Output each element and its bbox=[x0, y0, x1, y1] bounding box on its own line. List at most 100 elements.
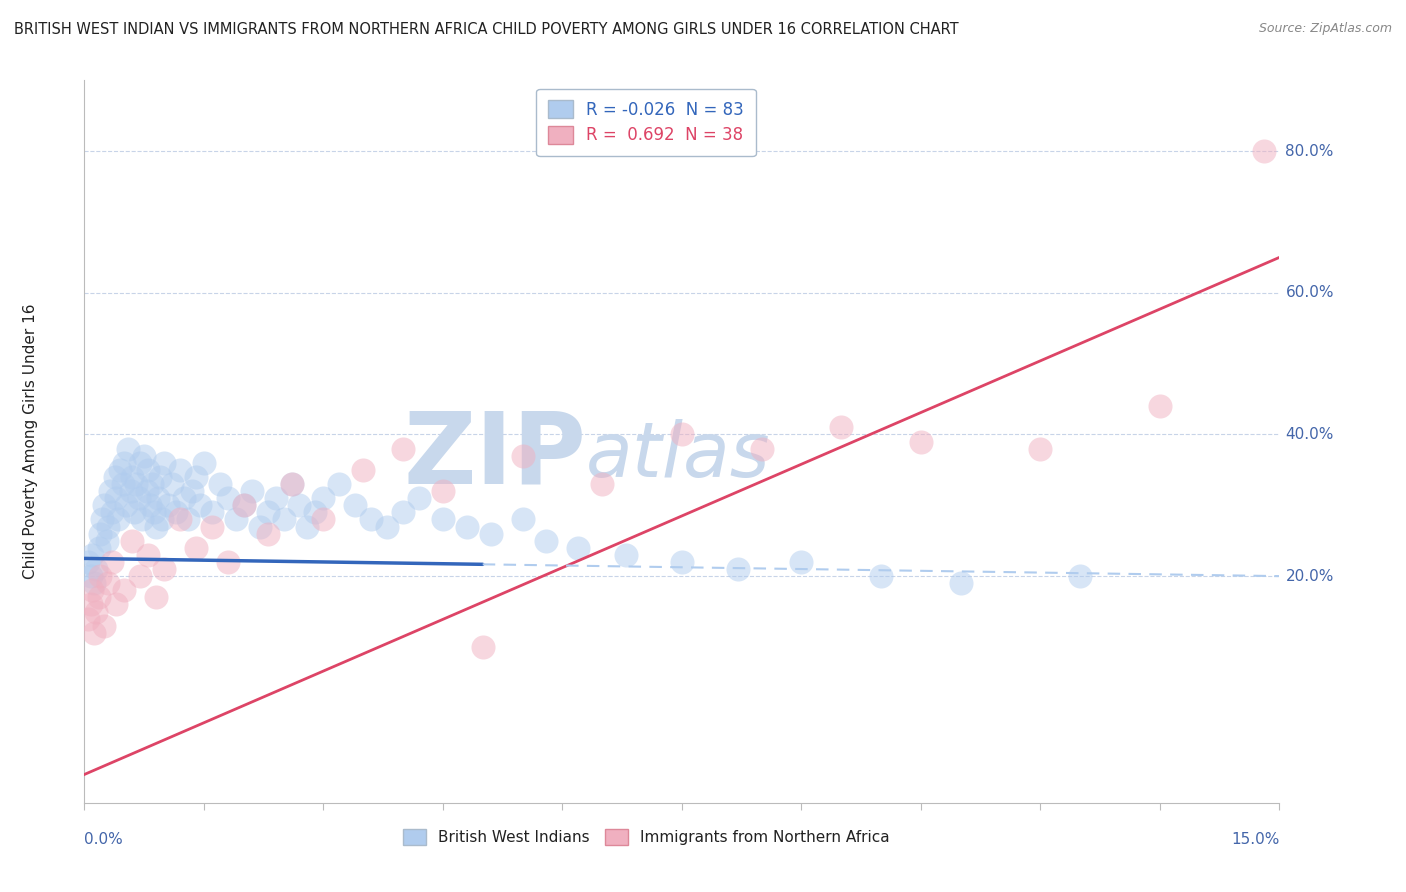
Point bbox=[456, 519, 478, 533]
Point bbox=[949, 576, 972, 591]
Point bbox=[112, 456, 135, 470]
Point bbox=[177, 512, 200, 526]
Point bbox=[392, 505, 415, 519]
Point bbox=[98, 484, 121, 499]
Text: 15.0%: 15.0% bbox=[1232, 831, 1279, 847]
Point bbox=[240, 484, 263, 499]
Point bbox=[101, 505, 124, 519]
Point bbox=[1069, 569, 1091, 583]
Point bbox=[225, 512, 247, 526]
Text: BRITISH WEST INDIAN VS IMMIGRANTS FROM NORTHERN AFRICA CHILD POVERTY AMONG GIRLS: BRITISH WEST INDIAN VS IMMIGRANTS FROM N… bbox=[14, 22, 959, 37]
Point bbox=[93, 498, 115, 512]
Point bbox=[256, 505, 278, 519]
Text: atlas: atlas bbox=[586, 419, 770, 493]
Text: Source: ZipAtlas.com: Source: ZipAtlas.com bbox=[1258, 22, 1392, 36]
Point bbox=[173, 491, 195, 506]
Point bbox=[344, 498, 367, 512]
Point bbox=[160, 477, 183, 491]
Point bbox=[249, 519, 271, 533]
Point bbox=[117, 442, 139, 456]
Point bbox=[328, 477, 350, 491]
Point bbox=[111, 477, 134, 491]
Point bbox=[132, 449, 156, 463]
Point bbox=[77, 612, 100, 626]
Point bbox=[165, 505, 187, 519]
Point bbox=[86, 562, 108, 576]
Point bbox=[146, 491, 169, 506]
Text: 20.0%: 20.0% bbox=[1285, 568, 1334, 583]
Point bbox=[93, 618, 115, 632]
Text: 60.0%: 60.0% bbox=[1285, 285, 1334, 301]
Point bbox=[125, 477, 148, 491]
Point bbox=[114, 498, 136, 512]
Text: 40.0%: 40.0% bbox=[1285, 427, 1334, 442]
Point bbox=[83, 625, 105, 640]
Point bbox=[96, 533, 118, 548]
Point bbox=[138, 498, 160, 512]
Point bbox=[304, 505, 326, 519]
Point bbox=[80, 598, 103, 612]
Legend: British West Indians, Immigrants from Northern Africa: British West Indians, Immigrants from No… bbox=[395, 821, 897, 853]
Point bbox=[201, 519, 224, 533]
Point bbox=[87, 591, 110, 605]
Point bbox=[120, 484, 142, 499]
Point bbox=[89, 569, 111, 583]
Point bbox=[184, 470, 207, 484]
Point bbox=[790, 555, 813, 569]
Point bbox=[280, 477, 302, 491]
Point bbox=[145, 519, 167, 533]
Point bbox=[169, 512, 191, 526]
Point bbox=[181, 484, 204, 499]
Point bbox=[312, 491, 335, 506]
Point bbox=[82, 548, 104, 562]
Point bbox=[149, 470, 172, 484]
Point bbox=[910, 434, 932, 449]
Point bbox=[112, 583, 135, 598]
Point bbox=[136, 548, 159, 562]
Point bbox=[232, 498, 254, 512]
Point bbox=[471, 640, 494, 654]
Point bbox=[512, 512, 534, 526]
Point bbox=[90, 512, 112, 526]
Point bbox=[104, 470, 127, 484]
Point bbox=[152, 512, 174, 526]
Point bbox=[87, 541, 110, 555]
Point bbox=[280, 477, 302, 491]
Point bbox=[184, 541, 207, 555]
Point bbox=[105, 491, 128, 506]
Point bbox=[89, 526, 111, 541]
Point bbox=[671, 427, 693, 442]
Point bbox=[288, 498, 311, 512]
Point bbox=[512, 449, 534, 463]
Point bbox=[360, 512, 382, 526]
Point bbox=[432, 512, 454, 526]
Point bbox=[169, 463, 191, 477]
Point bbox=[217, 491, 239, 506]
Point bbox=[153, 562, 176, 576]
Point bbox=[352, 463, 374, 477]
Point bbox=[121, 533, 143, 548]
Point bbox=[264, 491, 287, 506]
Point bbox=[870, 569, 893, 583]
Point bbox=[143, 505, 166, 519]
Point bbox=[107, 512, 129, 526]
Point bbox=[77, 555, 100, 569]
Point bbox=[121, 470, 143, 484]
Point bbox=[188, 498, 211, 512]
Point bbox=[727, 562, 749, 576]
Point bbox=[297, 519, 319, 533]
Text: Child Poverty Among Girls Under 16: Child Poverty Among Girls Under 16 bbox=[22, 304, 38, 579]
Point bbox=[591, 477, 613, 491]
Point bbox=[614, 548, 637, 562]
Point bbox=[83, 576, 105, 591]
Point bbox=[135, 484, 157, 499]
Point bbox=[312, 512, 335, 526]
Point bbox=[97, 576, 120, 591]
Point bbox=[1149, 399, 1171, 413]
Point bbox=[80, 569, 103, 583]
Point bbox=[256, 526, 278, 541]
Point bbox=[86, 605, 108, 619]
Point bbox=[201, 505, 224, 519]
Point bbox=[375, 519, 398, 533]
Point bbox=[128, 491, 150, 506]
